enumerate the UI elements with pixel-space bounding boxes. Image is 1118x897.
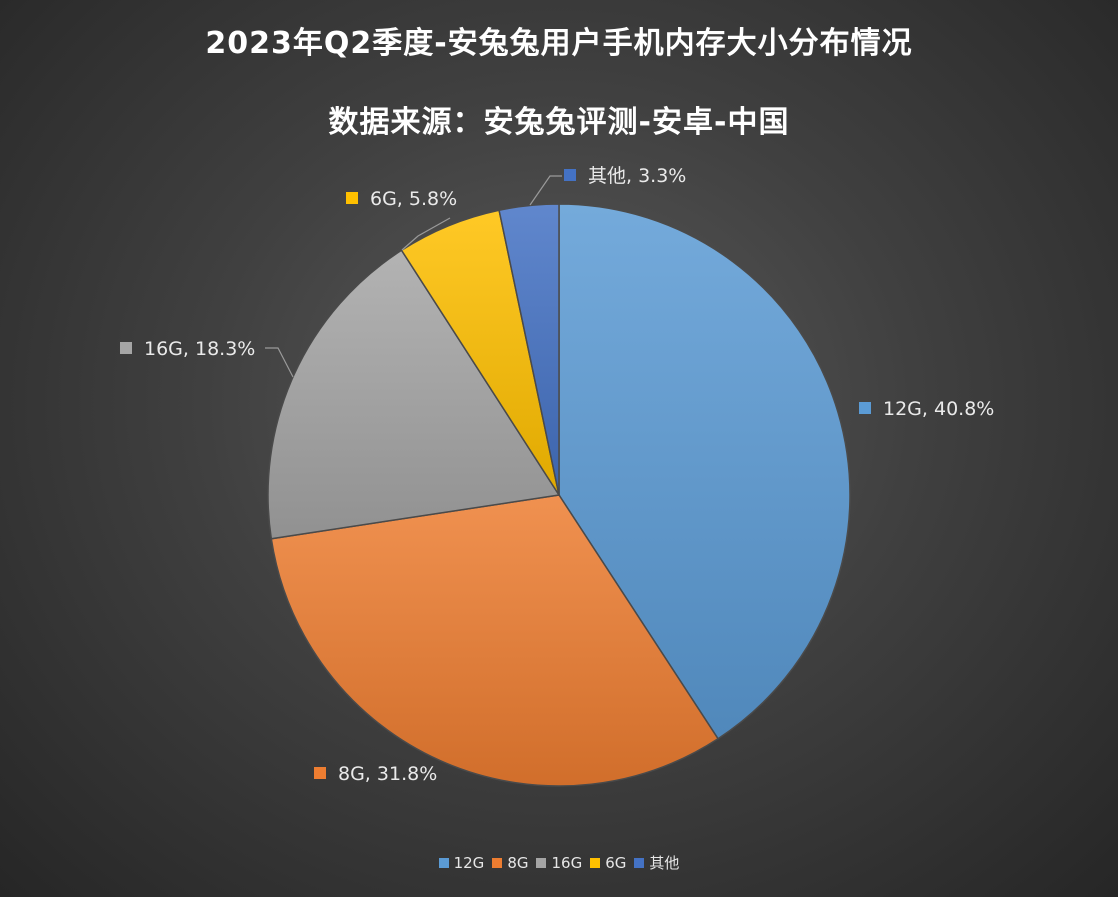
chart-title: 2023年Q2季度-安兔兔用户手机内存大小分布情况 (205, 26, 913, 61)
data-label-8G: 8G, 31.8% (338, 763, 437, 785)
legend-label-6G: 6G (605, 853, 627, 872)
legend-label-其他: 其他 (649, 854, 680, 872)
data-label-6G: 6G, 5.8% (370, 188, 457, 210)
pie-slice-16G (267, 249, 561, 540)
data-label-swatch-16G (120, 342, 132, 354)
legend-label-8G: 8G (507, 853, 529, 872)
leader-line-其他 (529, 175, 562, 206)
pie-slice-其他 (498, 203, 560, 496)
legend-swatch-16G (536, 857, 547, 868)
leader-line-16G (265, 347, 294, 378)
legend-label-12G: 12G (453, 853, 485, 872)
legend-swatch-8G (492, 857, 503, 868)
data-label-swatch-12G (859, 402, 871, 414)
pie-slices (267, 203, 851, 787)
data-label-12G: 12G, 40.8% (883, 398, 994, 420)
pie-slice-8G (270, 494, 720, 787)
legend-item-其他: 其他 (634, 852, 679, 873)
data-label-swatch-其他 (564, 169, 576, 181)
legend-label-16G: 16G (551, 853, 583, 872)
leader-line-6G (401, 217, 451, 251)
legend: 12G 8G 16G 6G 其他 (0, 852, 1118, 873)
legend-swatch-12G (438, 857, 449, 868)
legend-item-6G: 6G (590, 854, 626, 872)
pie-slice-12G (558, 203, 851, 740)
legend-swatch-其他 (634, 857, 645, 868)
data-label-swatch-6G (346, 192, 358, 204)
leader-lines (265, 175, 562, 378)
data-labels: 12G, 40.8% 8G, 31.8% 16G, 18.3% 6G, 5.8% 其他,… (120, 165, 994, 785)
legend-swatch-6G (590, 857, 601, 868)
data-label-16G: 16G, 18.3% (144, 338, 255, 360)
legend-item-16G: 16G (536, 854, 582, 872)
chart-subtitle: 数据来源：安兔兔评测-安卓-中国 (328, 105, 790, 140)
data-label-其他: 其他, 3.3% (588, 165, 686, 187)
legend-item-8G: 8G (492, 854, 528, 872)
legend-item-12G: 12G (438, 853, 485, 872)
data-label-swatch-8G (314, 767, 326, 779)
